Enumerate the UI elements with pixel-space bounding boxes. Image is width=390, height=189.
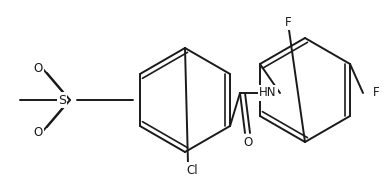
Text: Cl: Cl [186, 163, 198, 177]
Text: F: F [285, 15, 291, 29]
Text: HN: HN [259, 87, 277, 99]
Text: O: O [34, 61, 43, 74]
Text: S: S [58, 94, 66, 106]
Text: O: O [34, 126, 43, 139]
Text: O: O [243, 136, 253, 149]
Text: F: F [373, 87, 379, 99]
